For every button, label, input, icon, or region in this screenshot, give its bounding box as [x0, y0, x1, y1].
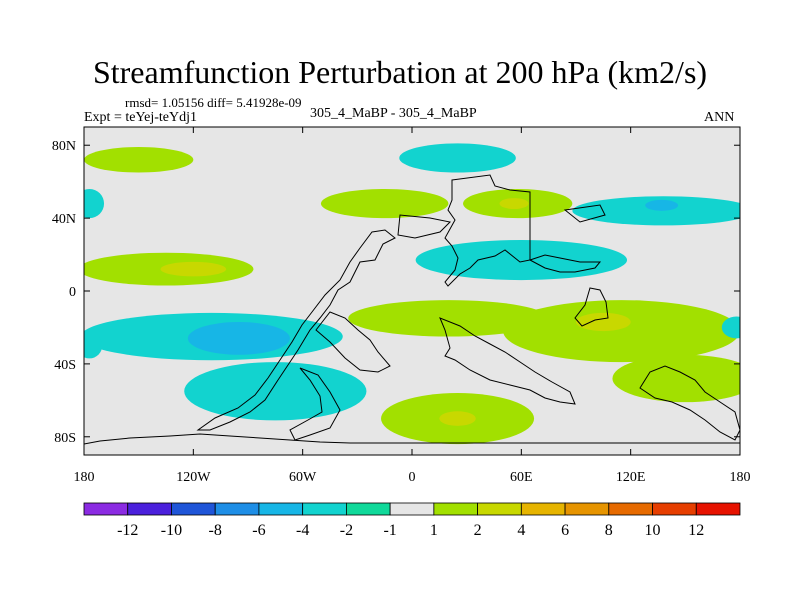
- colorbar-label: 4: [517, 522, 525, 539]
- colorbar-label: 8: [605, 522, 613, 539]
- colorbar-swatch: [695, 502, 741, 516]
- y-tick-label: 40S: [54, 358, 76, 373]
- coast-alaska: [563, 204, 606, 223]
- contour-region-arctic-negative-band: [399, 143, 516, 173]
- colorbar-swatch: [433, 502, 479, 516]
- colorbar-swatch: [389, 502, 435, 516]
- x-tick-label: 0: [409, 470, 416, 485]
- contour-region-asia-negative-band: [415, 239, 628, 281]
- coast-central-america: [196, 229, 396, 431]
- colorbar-swatch: [345, 502, 391, 516]
- coast-south-america: [315, 311, 391, 373]
- y-tick-label: 80N: [52, 139, 76, 154]
- colorbar-swatch: [171, 502, 216, 516]
- colorbar-label: -4: [296, 522, 309, 539]
- x-tick-label: 60W: [289, 470, 317, 485]
- coast-africa: [439, 317, 576, 405]
- coast-north-america: [444, 174, 531, 287]
- contour-region-north-pacific-ridge: [320, 188, 449, 219]
- colorbar-swatch: [127, 502, 172, 516]
- stats-text: rmsd= 1.05156 diff= 5.41928e-09: [125, 95, 302, 110]
- colorbar-label: 12: [688, 522, 704, 539]
- colorbar-swatch: [83, 502, 129, 516]
- x-tick-label: 180: [74, 470, 95, 485]
- x-tick-label: 60E: [510, 470, 533, 485]
- colorbar-swatch: [214, 502, 260, 516]
- contour-region-tropical-pacific-core: [160, 261, 227, 277]
- colorbar-swatch: [608, 502, 653, 516]
- coastlines: [84, 174, 740, 445]
- contour-region-nw-atlantic-negative: [84, 188, 105, 219]
- x-tick-label: 120W: [176, 470, 211, 485]
- period-label: ANN: [704, 110, 735, 125]
- colorbar-swatch: [564, 502, 610, 516]
- coast-australia: [639, 365, 740, 441]
- coast-indonesia: [574, 287, 609, 327]
- colorbar-swatch: [258, 502, 304, 516]
- contour-region-west-atlantic-spur: [84, 332, 103, 359]
- contour-region-australia-core: [576, 312, 631, 332]
- colorbar-label: -10: [161, 522, 182, 539]
- coast-asia-east: [528, 254, 602, 273]
- contour-region-eurasia-ridge-core: [499, 198, 529, 210]
- x-tick-label: 180: [730, 470, 751, 485]
- chart-title: Streamfunction Perturbation at 200 hPa (…: [92, 54, 708, 90]
- y-axis: 80N 40N 0 40S 80S: [52, 139, 740, 446]
- colorbar-swatch: [302, 502, 347, 516]
- colorbar-label: 2: [474, 522, 482, 539]
- colorbar-label: 1: [430, 522, 438, 539]
- y-tick-label: 40N: [52, 212, 76, 227]
- colorbar-label: -12: [117, 522, 138, 539]
- contour-region-east-indian-negative: [721, 316, 740, 339]
- contour-fields: [84, 143, 740, 445]
- coast-greenland: [397, 214, 452, 239]
- colorbar: -12 -10 -8 -6 -4 -2 -1 1 2 4 6 8 10 12: [83, 502, 741, 539]
- coast-antarctica: [84, 433, 740, 445]
- colorbar-swatch: [477, 502, 522, 516]
- x-tick-label: 120E: [616, 470, 646, 485]
- colorbar-label: -1: [383, 522, 396, 539]
- contour-region-south-pacific-east-ridge: [612, 354, 740, 403]
- case-label: 305_4_MaBP - 305_4_MaBP: [310, 106, 477, 121]
- colorbar-label: -8: [209, 522, 222, 539]
- x-axis: 180 120W 60W 0 60E 120E 180: [74, 127, 751, 485]
- contour-region-se-pacific-core: [187, 321, 290, 355]
- y-tick-label: 0: [69, 285, 76, 300]
- colorbar-label: -2: [340, 522, 353, 539]
- y-tick-label: 80S: [54, 431, 76, 446]
- contour-region-nw-pacific-core: [645, 199, 679, 211]
- colorbar-label: 6: [561, 522, 569, 539]
- experiment-label: Expt = teYej-teYdj1: [84, 110, 198, 125]
- colorbar-label: 10: [645, 522, 661, 539]
- colorbar-label: -6: [252, 522, 265, 539]
- contour-region-southern-ocean-core: [439, 411, 476, 426]
- colorbar-swatch: [652, 502, 697, 516]
- contour-region-australia-ridge: [503, 300, 740, 363]
- contour-region-nw-pacific-negative: [572, 196, 740, 226]
- contour-region-nh-pacific-positive: [84, 147, 194, 173]
- contour-region-indian-ocean-ridge: [348, 300, 549, 337]
- colorbar-swatch: [520, 502, 566, 516]
